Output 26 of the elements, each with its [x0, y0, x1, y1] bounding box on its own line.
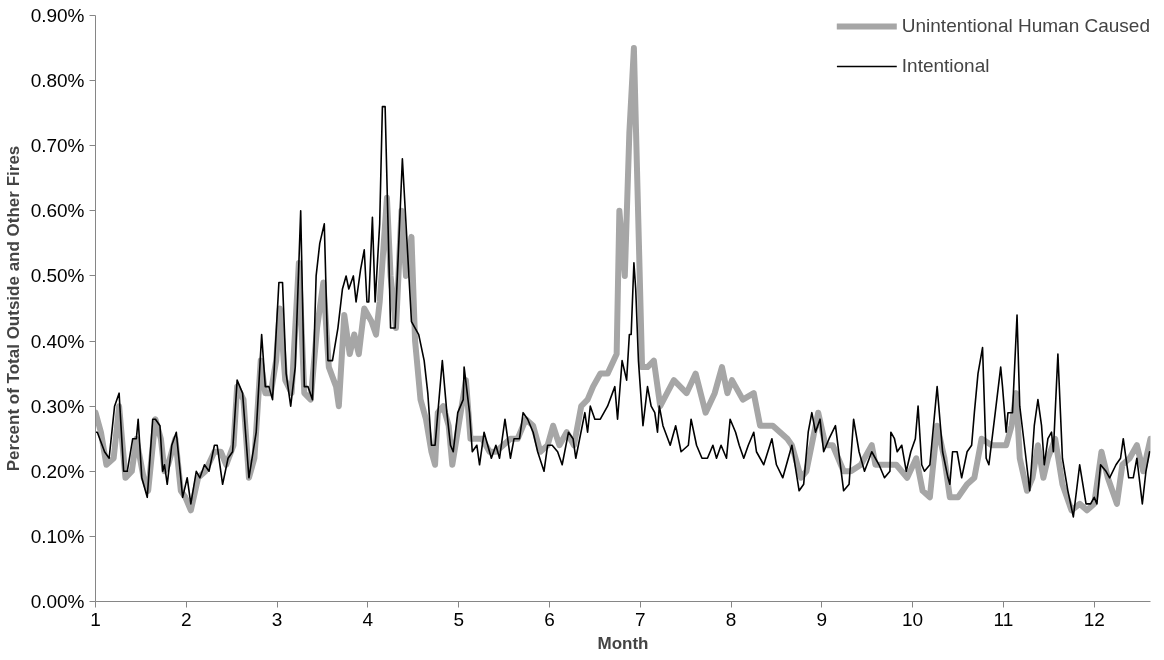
x-tick-label: 5 — [453, 608, 464, 630]
y-tick-label: 0.40% — [30, 330, 85, 352]
x-tick-label: 11 — [993, 608, 1014, 630]
legend-label: Intentional — [901, 55, 990, 77]
x-tick-label: 8 — [725, 608, 737, 630]
x-tick-label: 1 — [90, 608, 101, 630]
y-tick-label: 0.70% — [30, 135, 85, 157]
x-tick-label: 4 — [362, 608, 374, 630]
x-tick-label: 12 — [1083, 608, 1105, 630]
x-tick-label: 2 — [181, 608, 192, 630]
y-axis-title: Percent of Total Outside and Other Fires — [3, 145, 23, 472]
x-tick-label: 6 — [544, 608, 555, 630]
y-tick-label: 0.20% — [30, 460, 85, 482]
x-tick-label: 10 — [902, 608, 924, 630]
x-tick-label: 9 — [816, 608, 828, 630]
x-axis-title: Month — [597, 633, 649, 653]
x-tick-label: 3 — [271, 608, 283, 630]
y-tick-label: 0.00% — [30, 591, 85, 612]
y-tick-label: 0.60% — [30, 200, 85, 222]
legend-label: Unintentional Human Caused — [901, 15, 1150, 37]
y-tick-label: 0.90% — [30, 5, 85, 26]
y-tick-label: 0.50% — [30, 265, 85, 287]
x-tick-label: 7 — [634, 608, 646, 630]
y-tick-label: 0.10% — [30, 525, 85, 547]
y-tick-label: 0.80% — [30, 70, 85, 92]
y-tick-label: 0.30% — [30, 395, 85, 417]
